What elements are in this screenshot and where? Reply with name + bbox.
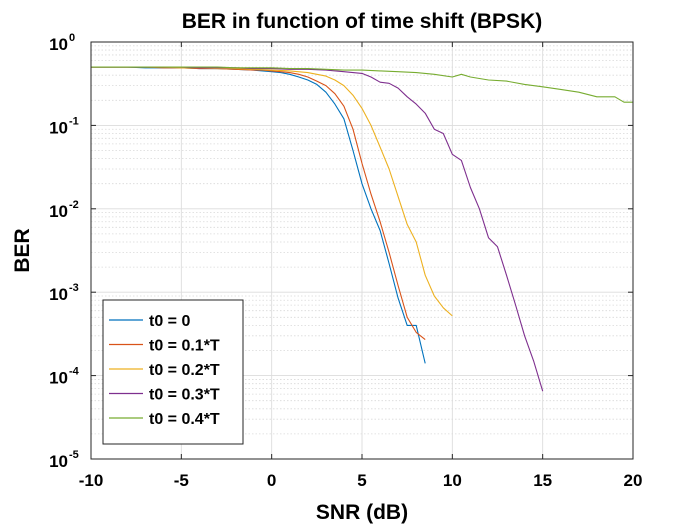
- y-tick-base: 10: [49, 452, 68, 471]
- legend-entry: t0 = 0.1*T: [109, 338, 220, 355]
- series-layer: [91, 66, 633, 392]
- y-tick-base: 10: [49, 35, 68, 54]
- y-tick-exponent: -1: [69, 115, 79, 127]
- x-tick-label: 15: [533, 471, 552, 490]
- y-tick-base: 10: [49, 285, 68, 304]
- legend-entry: t0 = 0.2*T: [109, 362, 220, 379]
- legend-entry: t0 = 0: [109, 313, 190, 330]
- y-tick-exponent: 0: [69, 32, 75, 44]
- legend-label: t0 = 0.4*T: [149, 411, 220, 428]
- y-tick-label: 10 -1: [49, 115, 79, 137]
- series-line-5: [91, 66, 633, 103]
- y-tick-base: 10: [49, 369, 68, 388]
- legend-entry: t0 = 0.4*T: [109, 411, 220, 428]
- y-tick-base: 10: [49, 202, 68, 221]
- y-tick-label: 10 -4: [49, 366, 80, 388]
- axis-ticks: [90, 41, 634, 460]
- legend: t0 = 0 t0 = 0.1*T t0 = 0.2*T t0 = 0.3*T t0 =…: [102, 299, 244, 445]
- x-tick-label: -5: [174, 471, 189, 490]
- legend-box: [102, 299, 244, 445]
- x-tick-label: 0: [267, 471, 276, 490]
- y-tick-exponent: -3: [69, 282, 79, 294]
- legend-label: t0 = 0.1*T: [149, 338, 220, 355]
- legend-entry: t0 = 0.3*T: [109, 387, 220, 404]
- y-tick-label: 10 -3: [49, 282, 79, 304]
- y-tick-exponent: -5: [69, 449, 79, 461]
- y-tick-label: 10 -2: [49, 199, 79, 221]
- legend-label: t0 = 0.2*T: [149, 362, 220, 379]
- y-tick-exponent: -2: [69, 199, 79, 211]
- x-tick-label: 20: [624, 471, 643, 490]
- y-tick-exponent: -4: [69, 366, 80, 378]
- x-tick-label: -10: [79, 471, 104, 490]
- y-tick-label: 10 0: [49, 32, 75, 54]
- x-axis-label: SNR (dB): [316, 501, 408, 524]
- x-tick-label: 5: [357, 471, 366, 490]
- y-tick-label: 10 -5: [49, 449, 79, 471]
- series-line-4: [91, 66, 544, 392]
- y-tick-base: 10: [49, 118, 68, 137]
- x-tick-label: 10: [443, 471, 462, 490]
- y-axis-label: BER: [11, 228, 34, 272]
- x-tick-labels: -10 -5 0 5 10 15 20: [79, 471, 643, 490]
- chart-title: BER in function of time shift (BPSK): [182, 10, 542, 33]
- legend-label: t0 = 0: [149, 313, 190, 330]
- legend-label: t0 = 0.3*T: [149, 387, 220, 404]
